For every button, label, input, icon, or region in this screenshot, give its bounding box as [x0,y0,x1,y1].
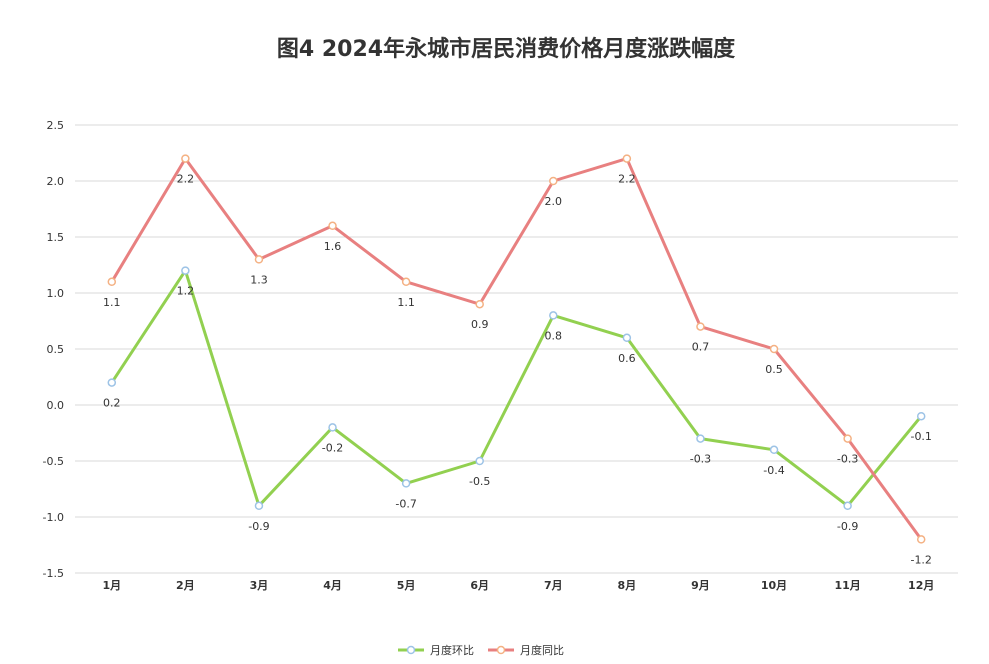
series-line [110,157,923,541]
x-tick-label: 6月 [470,579,489,592]
data-label: -0.2 [322,441,343,454]
x-tick-label: 5月 [397,579,416,592]
data-point [107,277,117,287]
data-point [107,378,117,387]
data-point [769,344,779,354]
data-point [328,221,337,231]
data-label: 2.2 [177,173,195,186]
series-line [110,269,923,508]
data-point [475,456,484,466]
data-label: -0.3 [690,453,711,466]
data-label: -1.2 [910,553,931,566]
y-axis: 2.5 2.0 1.5 1.0 0.5 0.0 -0.5 -1.0 -1.5 [43,119,64,580]
data-point [622,333,632,343]
x-tick-label: 8月 [618,579,637,592]
data-label: 1.3 [250,273,268,286]
data-point [181,154,190,163]
x-tick-label: 10月 [761,579,787,592]
data-point [622,154,632,163]
series-1: 0.2 1.2 -0.9 -0.2 -0.7 -0.5 0.8 0.6 -0.3 -0.4 -0.9… [103,266,932,533]
y-tick-label: 0.5 [47,343,65,356]
data-point [916,535,926,544]
y-tick-label: 1.5 [47,231,65,244]
data-label: 1.1 [397,296,415,309]
legend-label: 月度环比 [430,643,474,657]
data-label: -0.5 [469,475,490,488]
data-label: 0.2 [103,397,121,410]
data-point [401,277,411,287]
series-2: 1.1 2.2 1.3 1.6 1.1 0.9 2.0 2.2 0.7 0.5 -0.3 -1.2 [103,154,932,566]
data-point [475,299,484,309]
x-tick-label: 2月 [176,579,195,592]
legend-marker [496,645,506,655]
data-label: 1.2 [177,285,195,298]
legend-label: 月度同比 [520,643,564,657]
x-tick-label: 4月 [323,579,342,592]
data-point [696,434,705,443]
y-tick-label: -1.0 [43,511,64,524]
x-tick-label: 3月 [250,579,269,592]
data-label: -0.9 [248,520,269,533]
x-tick-label: 9月 [691,579,710,592]
x-tick-label: 1月 [102,579,121,592]
data-label: 0.8 [545,329,563,342]
data-point [254,255,264,264]
x-tick-label: 7月 [544,579,563,592]
data-point [254,501,264,511]
data-label: 1.1 [103,296,121,309]
data-point [916,411,926,421]
y-tick-label: 2.5 [47,119,65,132]
data-label: 2.2 [618,173,636,186]
y-tick-label: -0.5 [43,455,64,468]
legend: 月度环比 月度同比 [398,643,564,657]
data-label: 1.6 [324,240,342,253]
data-point [549,311,558,320]
legend-item-2: 月度同比 [488,643,564,657]
data-point [843,434,852,443]
data-label: -0.3 [837,453,858,466]
legend-marker [406,645,416,655]
y-tick-label: 0.0 [47,399,65,412]
y-tick-label: 2.0 [47,175,65,188]
data-point [401,479,411,488]
data-label: 0.9 [471,318,489,331]
data-label: -0.4 [763,464,784,477]
data-label: 0.6 [618,352,636,365]
x-tick-label: 12月 [908,579,934,592]
y-tick-label: -1.5 [43,567,64,580]
x-axis: 1月 2月 3月 4月 5月 6月 7月 8月 9月 10月 11月 12月 [102,579,934,592]
data-point [696,322,705,331]
legend-item-1: 月度环比 [398,643,474,657]
series-group: 0.2 1.2 -0.9 -0.2 -0.7 -0.5 0.8 0.6 -0.3 -0.4 -0.9… [103,154,932,566]
data-point [549,176,558,186]
data-label: 2.0 [545,195,563,208]
data-label: -0.7 [395,497,416,510]
data-label: -0.9 [837,520,858,533]
data-label: 0.5 [765,363,783,376]
gridlines [75,124,958,574]
data-label: 0.7 [692,341,710,354]
y-tick-label: 1.0 [47,287,65,300]
data-point [843,501,852,511]
data-point [181,266,190,275]
data-point [328,423,337,432]
data-point [769,445,779,455]
x-tick-label: 11月 [834,579,860,592]
data-label: -0.1 [910,430,931,443]
chart-title: 图4 2024年永城市居民消费价格月度涨跌幅度 [277,36,736,62]
